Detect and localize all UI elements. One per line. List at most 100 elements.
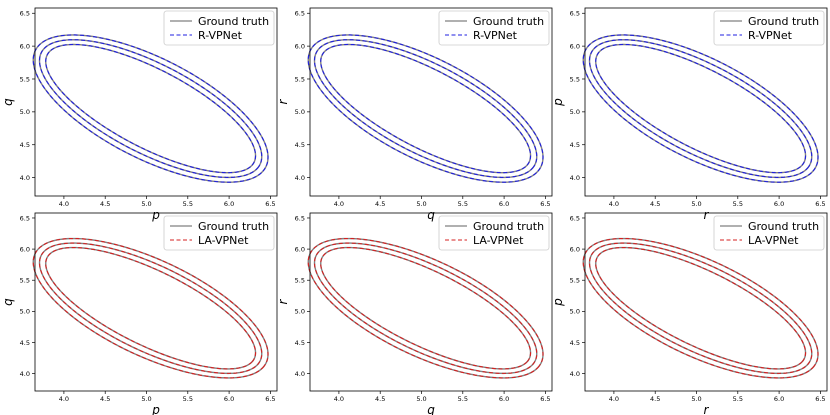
ground-truth-orbit-3 [32,34,269,183]
y-tick-label: 5.5 [20,277,30,285]
x-axis-label: q [427,208,435,222]
prediction-orbit-2 [588,39,813,178]
x-tick-label: 5.0 [141,395,151,403]
y-tick-label: 4.0 [20,174,30,182]
y-tick-label: 5.5 [570,277,580,285]
y-tick-label: 4.5 [20,141,30,149]
y-tick-label: 4.5 [295,141,305,149]
y-tick-label: 6.5 [20,214,30,222]
legend-label-2: LA-VPNet [473,234,524,247]
prediction-orbit-2 [588,242,813,374]
y-tick-label: 4.5 [295,339,305,347]
axes-frame [34,212,278,392]
axes-frame [309,212,553,392]
y-tick-label: 6.5 [295,10,305,18]
legend-box [438,10,550,46]
prediction-orbit-2 [313,39,538,178]
subplot-6: 4.0 4.5 5.0 5.5 6.0 6.5 4.0 4.5 5.0 5.5 6.0 6.5 r p Gr… [551,212,828,415]
prediction-orbit-1 [595,246,807,370]
x-tick-label: 6.0 [224,200,234,208]
ground-truth-orbit-1 [45,246,257,370]
ground-truth-orbit-2 [313,242,538,375]
y-axis-label: r [276,98,290,104]
y-axis-label: p [551,298,565,307]
legend-box [163,215,275,251]
ground-truth-orbit-3 [32,237,269,379]
x-axis-label: r [704,208,710,222]
x-axis-label: p [151,208,160,222]
ground-truth-orbit-2 [588,39,813,179]
y-tick-label: 6.0 [570,42,580,50]
axes-frame [34,7,278,197]
x-tick-label: 4.5 [650,395,660,403]
y-tick-label: 6.0 [295,245,305,253]
legend-label-2: R-VPNet [473,29,518,42]
y-axis-label: r [276,298,290,304]
y-tick-label: 4.0 [570,370,580,378]
ground-truth-orbit-3 [582,237,819,379]
ground-truth-orbit-2 [313,39,538,179]
subplot-5: 4.0 4.5 5.0 5.5 6.0 6.5 4.0 4.5 5.0 5.5 6.0 6.5 q r Gr… [276,212,553,415]
y-tick-label: 4.0 [20,370,30,378]
ground-truth-orbit-2 [38,39,263,179]
y-tick-label: 6.5 [295,214,305,222]
x-tick-label: 5.5 [733,200,743,208]
y-tick-label: 6.0 [570,245,580,253]
y-tick-label: 6.0 [20,245,30,253]
x-tick-label: 6.5 [540,200,550,208]
legend-label-2: R-VPNet [748,29,793,42]
legend-label-2: LA-VPNet [748,234,799,247]
x-tick-label: 6.0 [499,200,509,208]
prediction-orbit-3 [307,237,544,379]
prediction-orbit-3 [582,237,819,379]
subplot-1: 4.0 4.5 5.0 5.5 6.0 6.5 4.0 4.5 5.0 5.5 6.0 6.5 p q Gr… [1,7,278,222]
x-tick-label: 4.0 [59,395,69,403]
axes-frame [584,212,828,392]
x-tick-label: 6.5 [815,395,825,403]
y-tick-label: 5.0 [20,308,30,316]
x-tick-label: 4.0 [609,395,619,403]
subplot-4: 4.0 4.5 5.0 5.5 6.0 6.5 4.0 4.5 5.0 5.5 6.0 6.5 p q Gr… [1,212,278,415]
x-tick-label: 6.5 [265,200,275,208]
x-tick-label: 4.0 [609,200,619,208]
legend-box [713,10,825,46]
x-tick-label: 5.5 [733,395,743,403]
y-tick-label: 5.0 [295,108,305,116]
x-axis-label: p [151,403,160,415]
x-tick-label: 5.0 [416,395,426,403]
x-tick-label: 6.0 [499,395,509,403]
ground-truth-orbit-1 [595,43,807,174]
y-tick-label: 5.0 [570,308,580,316]
legend-label-2: R-VPNet [198,29,243,42]
x-tick-label: 4.0 [334,200,344,208]
y-tick-label: 5.5 [295,75,305,83]
x-tick-label: 5.0 [691,200,701,208]
x-tick-label: 5.0 [691,395,701,403]
legend-label-1: Ground truth [198,220,269,233]
ground-truth-orbit-3 [307,34,544,183]
y-tick-label: 5.5 [570,75,580,83]
ground-truth-orbit-1 [595,246,807,370]
y-tick-label: 4.5 [570,141,580,149]
legend-label-1: Ground truth [748,220,819,233]
x-tick-label: 5.5 [458,200,468,208]
prediction-orbit-1 [45,246,257,370]
y-tick-label: 6.0 [295,42,305,50]
y-tick-label: 5.5 [20,75,30,83]
prediction-orbit-3 [32,34,269,183]
legend-box [438,215,550,251]
x-tick-label: 5.0 [141,200,151,208]
x-tick-label: 5.0 [416,200,426,208]
legend-box [713,215,825,251]
y-tick-label: 4.0 [295,174,305,182]
legend-label-1: Ground truth [198,15,269,28]
axes-frame [584,7,828,197]
y-tick-label: 4.5 [570,339,580,347]
ground-truth-orbit-1 [320,246,532,370]
x-tick-label: 4.0 [334,395,344,403]
